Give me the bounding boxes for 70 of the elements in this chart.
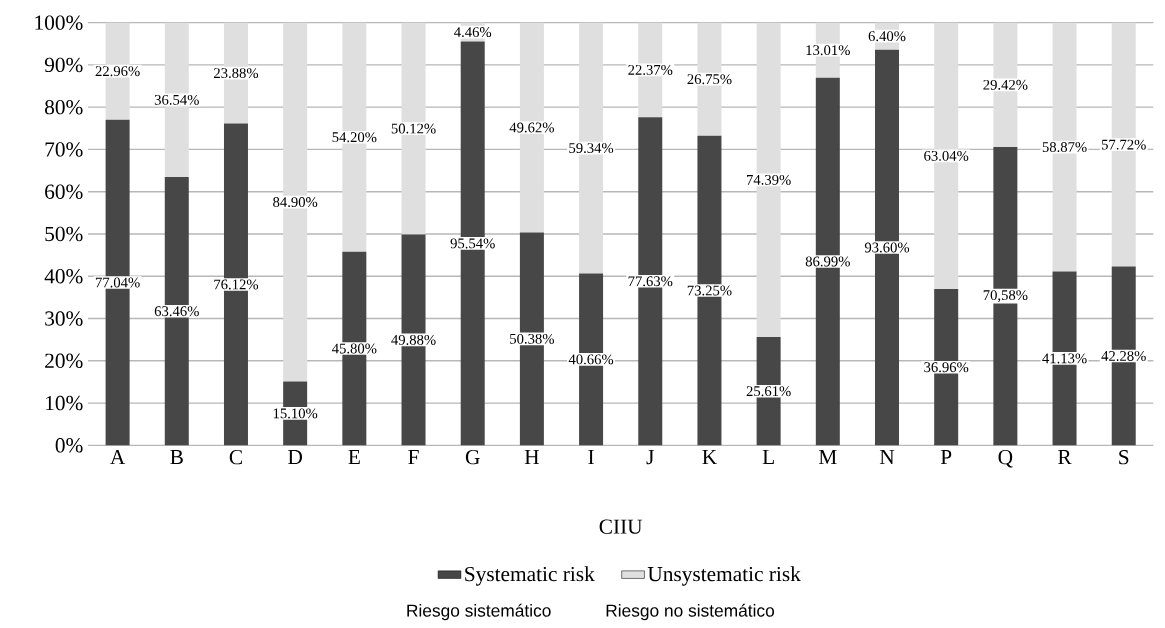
x-tick-label: B: [170, 450, 183, 465]
data-label: 4.46%: [454, 27, 492, 38]
data-label: 84.90%: [273, 197, 318, 208]
data-label: 23.88%: [214, 68, 259, 79]
data-label: 95.54%: [450, 238, 495, 249]
data-label: 13.01%: [806, 45, 850, 56]
data-label: 29.42%: [983, 79, 1028, 90]
data-label: 45.80%: [332, 343, 377, 354]
x-tick-label: R: [1058, 450, 1072, 464]
data-label: 57.72%: [1101, 139, 1146, 150]
legend-label: Systematic risk: [465, 566, 595, 586]
data-label: 70,58%: [983, 290, 1028, 303]
x-tick-label: D: [288, 450, 303, 465]
x-tick-label: Q: [998, 450, 1013, 468]
y-tick-label: 0%: [55, 438, 83, 453]
y-tick-label: 100%: [35, 15, 83, 30]
data-label: 59.34%: [569, 143, 614, 154]
x-tick-label: M: [818, 450, 837, 464]
data-label: 73.25%: [687, 285, 732, 296]
data-label: 93.60%: [864, 242, 910, 253]
data-label: 50.38%: [510, 333, 554, 344]
data-label: 6.40%: [868, 31, 906, 42]
data-label: 49.88%: [391, 334, 436, 345]
y-tick-label: 70%: [45, 142, 83, 157]
legend-label: Unsystematic risk: [647, 566, 801, 586]
data-label: 77.04%: [95, 277, 140, 288]
data-label: 41.13%: [1042, 353, 1087, 364]
data-label: 54.20%: [332, 132, 377, 143]
x-tick-label: N: [879, 450, 895, 464]
x-tick-label: C: [229, 450, 242, 465]
data-label: 15.10%: [273, 408, 318, 419]
x-tick-label: E: [348, 450, 360, 464]
data-label: 36.54%: [154, 94, 199, 105]
data-label: 26.75%: [687, 74, 732, 85]
x-tick-label: L: [762, 450, 774, 464]
y-tick-label: 50%: [45, 226, 83, 242]
data-label: 77.63%: [628, 276, 673, 287]
data-label: 49.62%: [509, 122, 554, 133]
y-tick-label: 90%: [44, 57, 83, 73]
y-tick-label: 30%: [45, 311, 83, 326]
data-label: 42.28%: [1101, 351, 1146, 361]
data-label: 63.46%: [154, 306, 199, 317]
data-label: 74.39%: [746, 174, 791, 185]
x-axis-title: CIIU: [599, 519, 643, 534]
data-label: 58.87%: [1042, 142, 1087, 153]
data-label: 36.96%: [924, 362, 969, 373]
y-tick-label: 20%: [45, 353, 83, 369]
x-tick-label: I: [588, 450, 594, 464]
data-label: 22.37%: [628, 64, 673, 75]
data-label: 40.66%: [568, 354, 614, 365]
data-label: 25.61%: [746, 386, 791, 397]
x-tick-label: J: [646, 450, 654, 465]
x-tick-label: P: [940, 450, 952, 464]
data-label: 50.12%: [391, 123, 436, 134]
x-tick-label: G: [465, 450, 480, 465]
y-tick-label: 60%: [45, 184, 83, 199]
y-tick-label: 10%: [46, 395, 83, 411]
data-label: 76.12%: [214, 279, 259, 290]
x-tick-label: F: [408, 450, 419, 464]
y-tick-label: 40%: [44, 269, 83, 284]
x-tick-label: H: [524, 450, 539, 464]
x-tick-label: K: [702, 450, 717, 464]
x-tick-label: A: [110, 450, 126, 465]
y-tick-label: 80%: [45, 99, 83, 115]
text: Riesgo sistemático: [407, 603, 551, 621]
data-label: 63.04%: [924, 150, 969, 161]
data-label: 22.96%: [95, 66, 140, 77]
x-tick-label: S: [1119, 450, 1129, 465]
data-label: 86.99%: [805, 256, 850, 267]
text: Riesgo no sistemático: [606, 603, 775, 621]
